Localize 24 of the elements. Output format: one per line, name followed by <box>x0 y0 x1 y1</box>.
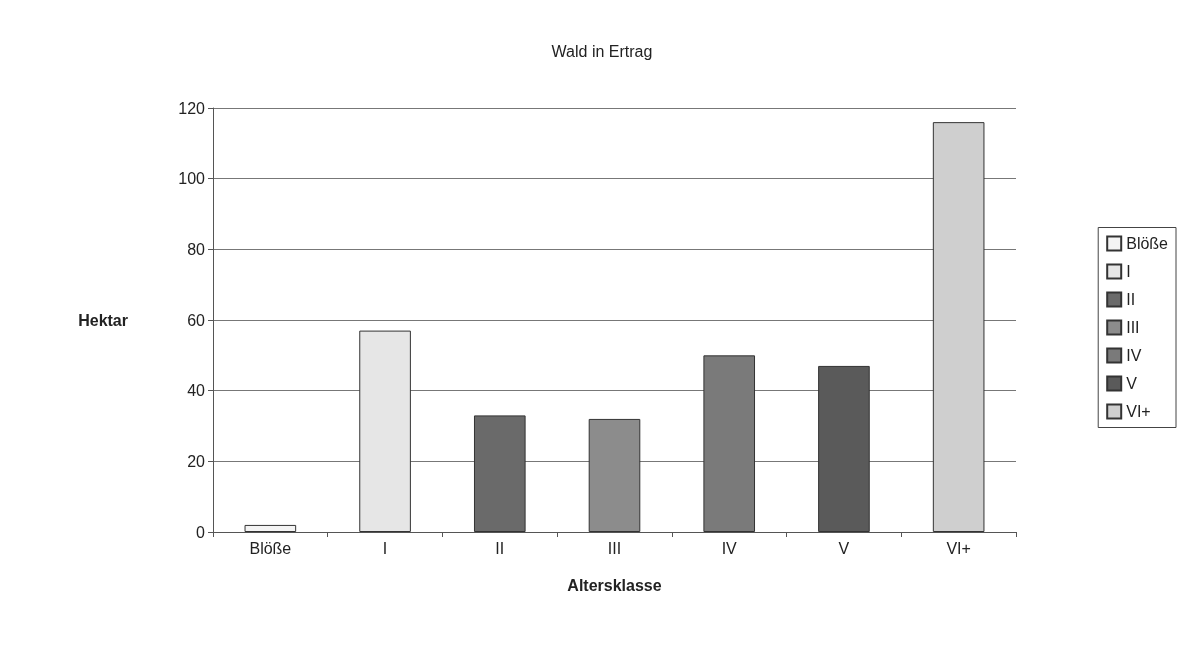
y-tick-label: 60 <box>187 311 206 329</box>
y-axis-title: Hektar <box>78 311 128 329</box>
legend-label: I <box>1126 263 1131 280</box>
y-tick-label: 40 <box>187 382 206 400</box>
legend-label: II <box>1126 291 1136 308</box>
y-tick-label: 80 <box>187 240 206 258</box>
x-tick-label: VI+ <box>946 539 971 557</box>
legend-label: VI+ <box>1126 403 1151 420</box>
legend-label: IV <box>1126 347 1142 364</box>
x-tick-label: III <box>607 539 622 557</box>
legend-label: V <box>1126 375 1138 392</box>
y-tick-label: 20 <box>187 452 206 470</box>
legend-label: Blöße <box>1126 235 1169 252</box>
y-tick-label: 0 <box>196 523 206 541</box>
legend-label: III <box>1126 319 1140 336</box>
y-tick-label: 100 <box>178 170 206 188</box>
x-tick-label: IV <box>721 539 738 557</box>
chart-title: Wald in Ertrag <box>551 42 653 60</box>
x-tick-label: II <box>495 539 505 557</box>
x-tick-label: I <box>382 539 388 557</box>
x-tick-label: V <box>838 539 850 557</box>
x-axis-title: Altersklasse <box>567 576 662 594</box>
x-tick-label: Blöße <box>249 539 292 557</box>
y-tick-label: 120 <box>178 99 206 117</box>
